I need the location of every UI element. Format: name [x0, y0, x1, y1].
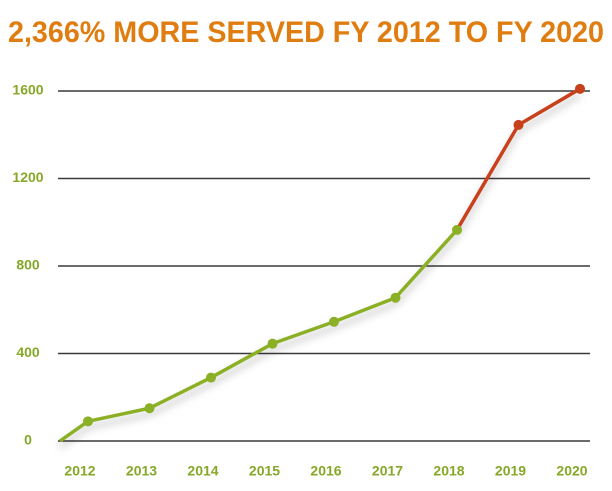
- y-tick-label: 1600: [12, 82, 43, 98]
- y-tick-label: 0: [24, 432, 32, 448]
- data-point: [452, 224, 462, 235]
- x-tick-label: 2020: [556, 463, 587, 479]
- x-tick-label: 2013: [126, 463, 157, 479]
- y-tick-label: 400: [16, 344, 40, 360]
- series-line: [455, 87, 581, 231]
- data-point: [329, 316, 339, 327]
- x-tick-label: 2012: [64, 463, 95, 479]
- chart-title: 2,366% MORE SERVED FY 2012 TO FY 2020: [8, 16, 604, 49]
- x-tick-label: 2019: [495, 463, 526, 479]
- data-point: [390, 292, 401, 303]
- data-point: [83, 416, 93, 427]
- data-point: [575, 83, 585, 94]
- data-point: [267, 338, 278, 349]
- x-tick-label: 2015: [249, 463, 280, 479]
- y-tick-label: 800: [16, 257, 40, 273]
- x-tick-label: 2018: [433, 463, 464, 479]
- data-point: [513, 119, 524, 130]
- x-tick-label: 2017: [372, 463, 403, 479]
- series-line: [58, 228, 459, 443]
- y-tick-label: 1200: [12, 169, 43, 185]
- data-point: [144, 403, 155, 414]
- lines: [58, 87, 581, 443]
- data-point: [206, 372, 216, 383]
- x-tick-label: 2016: [310, 463, 341, 479]
- x-tick-label: 2014: [187, 463, 218, 479]
